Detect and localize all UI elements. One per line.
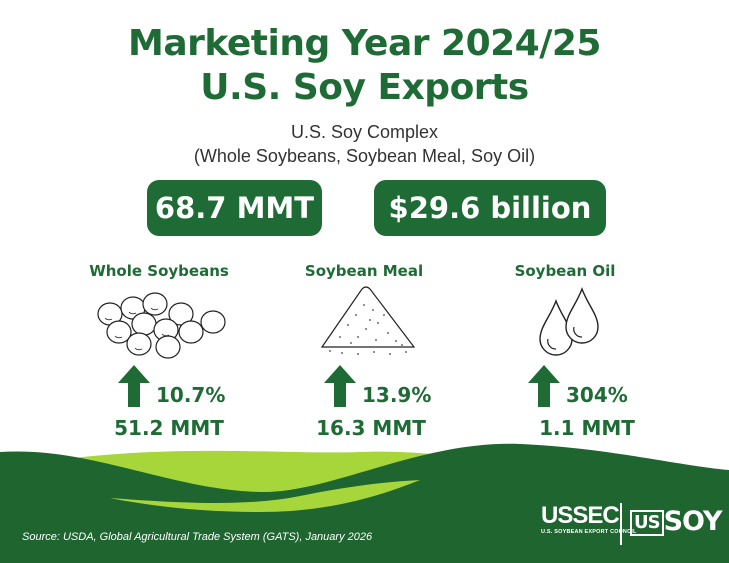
category-soybean-meal: Soybean Meal <box>264 262 464 280</box>
us-soy-logo-text: SOY <box>663 506 723 537</box>
us-soy-logo-mark: US <box>630 509 664 536</box>
up-arrow-icon <box>528 365 560 407</box>
up-arrow-icon <box>118 365 150 407</box>
change-percent: 304% <box>566 383 628 407</box>
export-volume: 1.1 MMT <box>539 416 635 440</box>
us-soy-logo: US SOY <box>630 502 723 542</box>
ussec-logo-text: USSEC <box>541 502 620 529</box>
change-percent: 10.7% <box>156 383 226 407</box>
subtitle-line-1: U.S. Soy Complex <box>290 122 439 142</box>
title-line-2: U.S. Soy Exports <box>200 67 529 108</box>
soybeans-icon <box>97 292 226 359</box>
export-volume: 51.2 MMT <box>114 416 224 440</box>
category-name: Whole Soybeans <box>89 262 229 280</box>
title-line-1: Marketing Year 2024/25 <box>128 23 601 64</box>
up-arrow-icon <box>324 365 356 407</box>
category-name: Soybean Meal <box>304 262 424 280</box>
oil-drops-icon <box>539 287 599 356</box>
subtitle-line-2: (Whole Soybeans, Soybean Meal, Soy Oil) <box>193 146 536 166</box>
subtitle: U.S. Soy Complex (Whole Soybeans, Soybea… <box>0 120 729 168</box>
soybean-meal-pile-icon <box>320 286 416 355</box>
category-whole-soybeans: Whole Soybeans <box>59 262 259 280</box>
footer-wave <box>0 443 729 563</box>
logo-divider <box>620 503 622 545</box>
ussec-logo: USSEC U.S. SOYBEAN EXPORT COUNCIL <box>541 503 637 536</box>
category-soybean-oil: Soybean Oil <box>465 262 665 280</box>
ussec-logo-subtext: U.S. SOYBEAN EXPORT COUNCIL <box>541 529 637 535</box>
total-value-badge: $29.6 billion <box>374 180 606 236</box>
total-volume-badge: 68.7 MMT <box>147 180 322 236</box>
page-title: Marketing Year 2024/25 U.S. Soy Exports <box>0 22 729 110</box>
source-note: Source: USDA, Global Agricultural Trade … <box>22 531 373 543</box>
export-volume: 16.3 MMT <box>316 416 426 440</box>
category-name: Soybean Oil <box>514 262 616 280</box>
change-percent: 13.9% <box>362 383 432 407</box>
